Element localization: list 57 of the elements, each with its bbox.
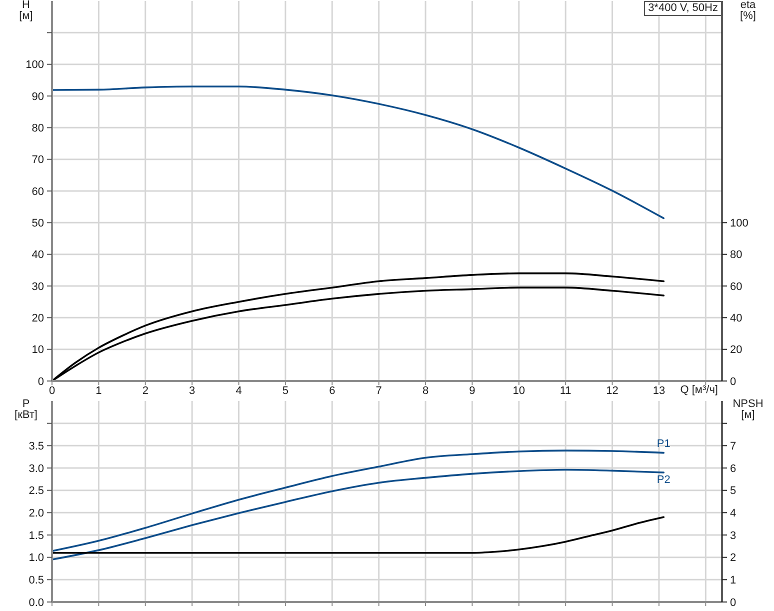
y2-tick-label: 3 [730, 530, 736, 542]
x-tick-label: 5 [282, 384, 289, 397]
x-axis-title: Q [м³/ч] [680, 384, 718, 396]
y2-tick-label: 0 [730, 596, 736, 609]
y2-tick-label: 6 [730, 462, 736, 475]
x-tick-label: 3 [189, 384, 196, 397]
series-label: P1 [656, 438, 670, 450]
y-tick-label: 30 [32, 280, 44, 293]
y-tick-label: 1.5 [28, 530, 44, 542]
y2-tick-label: 0 [730, 376, 736, 388]
annotation: 3*400 V, 50Hz [644, 1, 722, 16]
y-tick-label: 3.5 [28, 440, 44, 453]
x-tick-label: 2 [142, 384, 148, 397]
y2-axis-title: NPSH [м] [732, 398, 764, 421]
y-tick-label: 100 [26, 59, 44, 72]
y-tick-label: 70 [32, 154, 44, 166]
x-tick-label: 7 [376, 384, 382, 397]
y2-tick-label: 4 [730, 508, 736, 520]
line-series [52, 86, 665, 220]
y-tick-label: 50 [32, 218, 44, 230]
x-tick-label: 0 [48, 384, 56, 397]
y2-tick-label: 7 [730, 440, 736, 453]
y-tick-label: 0.5 [28, 574, 44, 587]
y2-tick-label: 20 [730, 344, 742, 356]
x-tick-label: 13 [652, 384, 666, 397]
y-tick-label: 0.0 [28, 596, 44, 609]
y-tick-label: 0 [38, 376, 44, 388]
x-tick-label: 1 [96, 384, 102, 397]
x-tick-label: 12 [606, 384, 618, 397]
y-tick-label: 40 [32, 249, 44, 262]
y-tick-label: 60 [32, 186, 44, 198]
y2-tick-label: 1 [730, 574, 736, 587]
y-axis-title: H [м] [19, 0, 33, 22]
y-tick-label: 2.0 [28, 508, 44, 520]
y-tick-label: 3.0 [28, 462, 44, 475]
x-tick-label: 10 [512, 384, 526, 397]
x-tick-label: 6 [329, 384, 336, 397]
x-tick-label: 9 [469, 384, 476, 397]
y-tick-label: 2.5 [28, 485, 44, 498]
y2-axis-title: eta [%] [740, 0, 756, 22]
y2-tick-label: 100 [730, 218, 748, 230]
y-axis-title: P [кВт] [14, 398, 38, 421]
y-tick-label: 1.0 [28, 552, 44, 564]
y2-tick-label: 5 [730, 485, 736, 498]
y2-tick-label: 40 [730, 312, 742, 325]
y2-tick-label: 2 [730, 552, 736, 564]
y-tick-label: 10 [32, 344, 44, 356]
y2-tick-label: 80 [730, 249, 742, 262]
x-tick-label: 4 [236, 384, 242, 397]
line-series [52, 516, 665, 554]
series-label: P2 [656, 474, 670, 486]
x-tick-label: 11 [560, 384, 572, 397]
y-tick-label: 80 [32, 122, 44, 135]
y-tick-label: 90 [32, 90, 44, 103]
y-tick-label: 20 [32, 312, 44, 325]
y2-tick-label: 60 [730, 280, 742, 293]
x-tick-label: 8 [422, 384, 429, 397]
